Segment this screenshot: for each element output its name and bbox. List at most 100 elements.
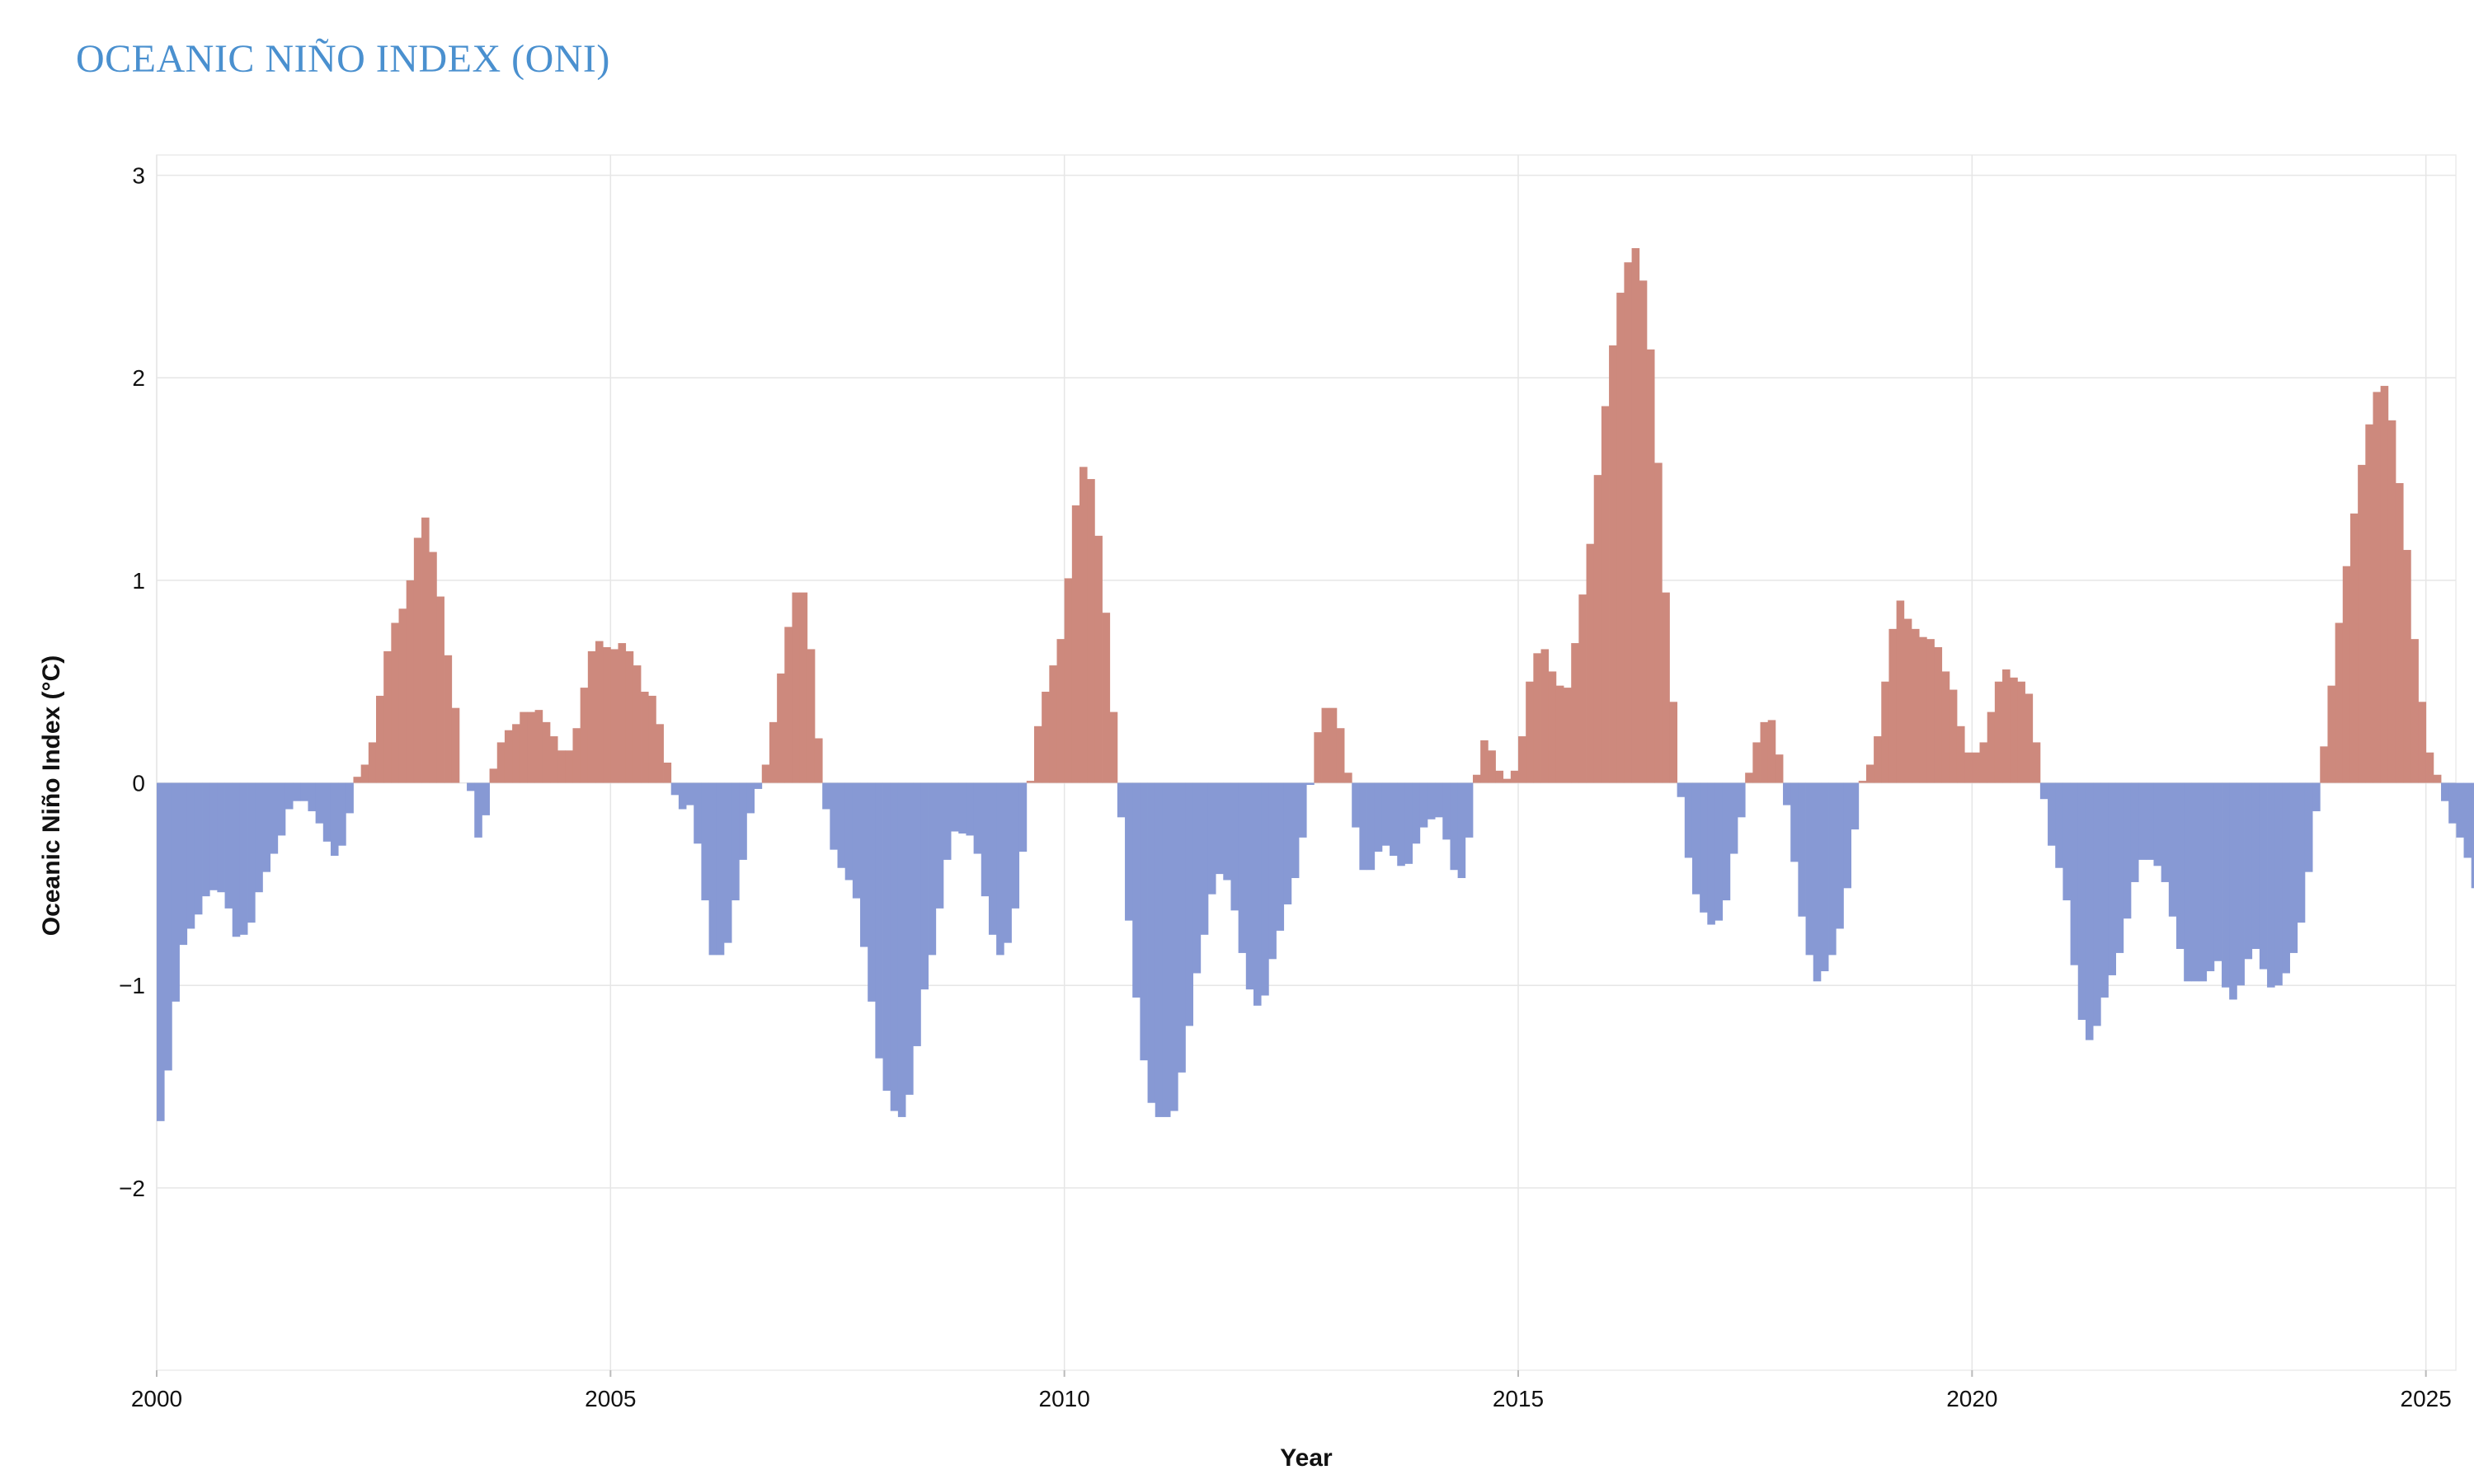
oni-bar: [1662, 592, 1670, 783]
oni-bar: [678, 782, 687, 810]
oni-bar: [2039, 782, 2048, 800]
oni-bar: [391, 622, 399, 783]
oni-bar: [1843, 782, 1851, 889]
oni-bar: [1087, 479, 1095, 783]
oni-bar: [1404, 782, 1413, 864]
oni-bar: [398, 608, 407, 783]
oni-bar: [172, 782, 180, 1002]
oni-bar: [2130, 782, 2139, 882]
oni-bar: [777, 673, 785, 783]
oni-bar: [467, 782, 475, 791]
oni-bar: [1314, 732, 1322, 783]
oni-bar: [1881, 681, 1889, 783]
oni-bar: [641, 692, 649, 783]
bars: [157, 248, 2474, 1121]
x-tick-label: 2020: [1946, 1386, 1997, 1411]
oni-bar: [935, 782, 944, 909]
oni-bar: [2259, 782, 2268, 970]
oni-bar: [1306, 782, 1315, 786]
oni-bar: [708, 782, 717, 956]
oni-bar: [1102, 613, 1111, 783]
oni-bar: [1321, 707, 1330, 783]
oni-bar: [504, 730, 513, 783]
oni-bar: [209, 782, 218, 890]
chart-title: OCEANIC NIÑO INDEX (ONI): [76, 37, 610, 81]
oni-bar: [1548, 671, 1557, 783]
oni-bar: [1094, 535, 1103, 783]
oni-bar: [844, 782, 854, 881]
oni-bar: [1919, 636, 1927, 783]
oni-bar: [1185, 782, 1193, 1026]
oni-bar: [277, 782, 286, 836]
oni-bar: [1896, 600, 1905, 783]
oni-bar: [701, 782, 709, 901]
oni-bar: [512, 724, 520, 783]
oni-bar: [1851, 782, 1860, 830]
oni-bar: [406, 580, 415, 783]
oni-bar: [2327, 685, 2336, 783]
oni-bar: [2146, 782, 2154, 860]
oni-bar: [1533, 653, 1541, 783]
oni-bar: [1450, 782, 1459, 871]
oni-bar: [1752, 742, 1761, 783]
oni-bar: [1775, 754, 1784, 783]
oni-bar: [247, 782, 256, 923]
oni-bar: [1147, 782, 1156, 1103]
oni-bar: [1268, 782, 1277, 960]
x-tick-label: 2000: [131, 1386, 182, 1411]
oni-bar: [1639, 280, 1648, 783]
oni-bar: [1767, 720, 1776, 783]
oni-bar: [2048, 782, 2056, 846]
oni-bar: [2403, 550, 2411, 783]
oni-bar: [1162, 782, 1171, 1117]
oni-bar: [565, 750, 573, 783]
oni-bar: [1170, 782, 1178, 1111]
oni-bar: [2387, 420, 2396, 783]
oni-bar: [2456, 782, 2464, 838]
oni-bar: [1510, 770, 1519, 783]
oni-bar: [360, 764, 369, 783]
oni-bar: [2373, 392, 2382, 783]
oni-bar: [413, 538, 422, 783]
oni-bar: [1042, 692, 1050, 783]
oni-bar: [1026, 781, 1035, 783]
oni-bar: [2168, 782, 2177, 917]
oni-bar: [202, 782, 210, 897]
oni-bar: [670, 782, 680, 796]
oni-bar: [1941, 671, 1950, 783]
oni-bar: [973, 782, 982, 854]
oni-bar: [663, 763, 672, 783]
oni-bar: [186, 782, 195, 929]
oni-bar: [1480, 740, 1489, 783]
oni-bar: [2349, 513, 2359, 783]
oni-bar: [1745, 773, 1753, 783]
oni-bar: [2032, 742, 2041, 783]
oni-bar: [830, 782, 838, 850]
oni-bar: [890, 782, 899, 1111]
oni-bar: [444, 655, 453, 783]
oni-bar: [429, 552, 437, 783]
oni-bar: [1329, 707, 1338, 783]
axes: 3 2 1 0 −1 −2 2000 2005 2010 2015 2020 2025: [119, 163, 2452, 1411]
oni-bar: [1056, 639, 1065, 783]
oni-bar: [1359, 782, 1367, 871]
oni-bar: [2448, 782, 2457, 824]
oni-bar: [2222, 782, 2230, 988]
oni-bar: [1109, 711, 1118, 783]
oni-bar: [1049, 665, 1057, 783]
oni-bar: [2175, 782, 2185, 950]
oni-bar: [1631, 248, 1640, 783]
oni-bar: [1707, 782, 1715, 925]
oni-bar: [2463, 782, 2472, 858]
oni-bar: [814, 738, 823, 783]
oni-bar: [1427, 782, 1436, 819]
oni-bar: [330, 782, 339, 857]
oni-bar: [270, 782, 279, 854]
oni-bar: [1994, 681, 2003, 783]
oni-bar: [179, 782, 188, 946]
oni-bar: [905, 782, 914, 1095]
oni-bar: [1564, 688, 1572, 783]
oni-bar: [1117, 782, 1126, 818]
oni-bar: [474, 782, 482, 838]
oni-bar: [807, 649, 816, 783]
